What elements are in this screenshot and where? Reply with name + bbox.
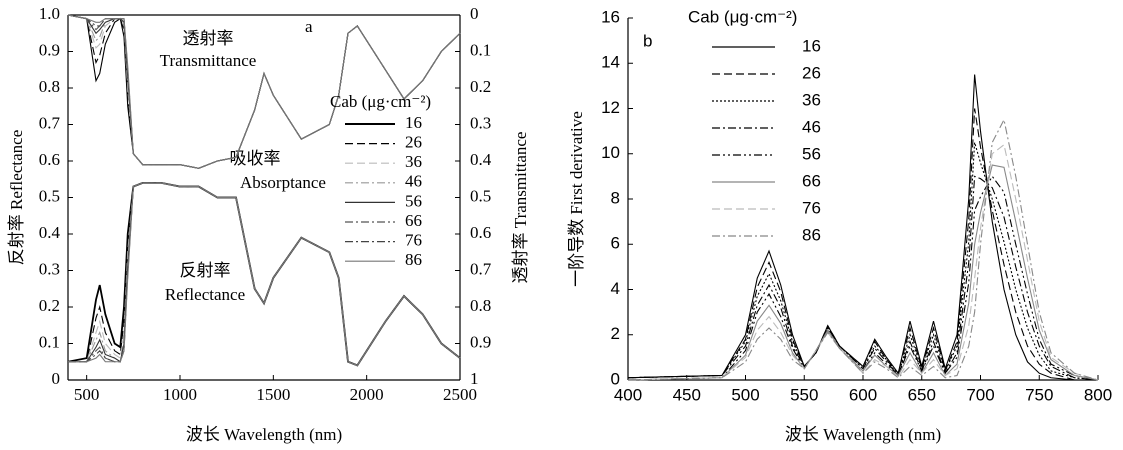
y-tick-label: 8 (611, 188, 620, 207)
y2-tick-label: 1 (470, 369, 479, 388)
x-tick-label: 700 (966, 385, 994, 404)
annotation: Transmittance (160, 51, 257, 70)
panel-label: a (305, 17, 313, 36)
y2-tick-label: 0 (470, 4, 479, 23)
y2-tick-label: 0.7 (470, 259, 492, 278)
y-tick-label: 4 (611, 279, 620, 298)
y-tick-label: 0.5 (39, 186, 60, 205)
x-tick-label: 650 (908, 385, 936, 404)
x-tick-label: 450 (673, 385, 701, 404)
x-tick-label: 800 (1084, 385, 1112, 404)
data-line (627, 175, 1099, 381)
y-tick-label: 0.6 (39, 150, 60, 169)
data-line (627, 118, 1099, 381)
y-tick-label: 0.2 (39, 296, 60, 315)
legend-label: 36 (802, 90, 821, 109)
x-tick-label: 2500 (443, 385, 477, 404)
y2-axis-label: 透射率 Transmittance (511, 132, 530, 284)
y-tick-label: 0.8 (39, 77, 60, 96)
y-tick-label: 10 (601, 143, 620, 162)
y2-tick-label: 0.6 (470, 223, 491, 242)
y-axis-label: 反射率 Reflectance (7, 130, 26, 265)
annotation: 吸收率 (230, 149, 281, 168)
legend-label: 26 (802, 63, 821, 82)
legend-label: 46 (405, 172, 422, 191)
y-tick-label: 1.0 (39, 4, 60, 23)
x-tick-label: 500 (731, 385, 759, 404)
data-line (68, 182, 461, 367)
y-tick-label: 12 (601, 98, 620, 117)
y2-tick-label: 0.4 (470, 150, 492, 169)
y-tick-label: 0.3 (39, 259, 60, 278)
annotation: Absorptance (240, 173, 326, 192)
y2-tick-label: 0.5 (470, 186, 491, 205)
data-line (627, 142, 1099, 381)
y2-tick-label: 0.8 (470, 296, 491, 315)
legend-label: 46 (802, 117, 821, 136)
y2-tick-label: 0.1 (470, 40, 491, 59)
data-line (627, 164, 1099, 381)
y-axis-label: 一阶导数 First derivative (567, 111, 586, 287)
legend-label: 56 (405, 191, 422, 210)
legend-label: 16 (802, 36, 821, 55)
y-tick-label: 0.1 (39, 332, 60, 351)
legend-label: 56 (802, 144, 821, 163)
x-axis-label: 波长 Wavelength (nm) (186, 425, 342, 444)
y2-tick-label: 0.9 (470, 332, 491, 351)
legend-label: 86 (802, 225, 821, 244)
x-tick-label: 600 (849, 385, 877, 404)
legend-label: 76 (802, 198, 821, 217)
legend-label: 66 (405, 211, 422, 230)
y-tick-label: 2 (611, 324, 620, 343)
x-tick-label: 2000 (350, 385, 384, 404)
y-tick-label: 16 (601, 7, 620, 26)
data-line (627, 175, 1099, 381)
x-tick-label: 1500 (256, 385, 290, 404)
x-tick-label: 400 (614, 385, 642, 404)
y-tick-label: 0.4 (39, 223, 61, 242)
panel-label: b (643, 31, 652, 50)
legend-label: 16 (405, 113, 422, 132)
data-line (627, 74, 1098, 381)
x-tick-label: 750 (1025, 385, 1053, 404)
annotation: 反射率 (180, 261, 231, 280)
y-tick-label: 6 (611, 234, 620, 253)
y2-tick-label: 0.2 (470, 77, 491, 96)
y-tick-label: 0.7 (39, 113, 61, 132)
data-line (67, 14, 461, 169)
y-tick-label: 0 (52, 369, 61, 388)
x-axis-label: 波长 Wavelength (nm) (785, 425, 941, 444)
legend-title: Cab (μg·cm⁻²) (330, 92, 431, 111)
legend-label: 26 (405, 133, 422, 152)
x-tick-label: 1000 (163, 385, 197, 404)
y2-tick-label: 0.3 (470, 113, 491, 132)
legend-label: 66 (802, 171, 821, 190)
data-line (68, 182, 461, 367)
y-tick-label: 14 (601, 53, 620, 72)
y-tick-label: 0 (611, 369, 620, 388)
legend-label: 36 (405, 152, 422, 171)
data-line (627, 143, 1099, 381)
legend-label: 76 (405, 231, 422, 250)
x-tick-label: 500 (74, 385, 100, 404)
annotation: Reflectance (165, 285, 245, 304)
x-tick-label: 550 (790, 385, 818, 404)
legend-label: 86 (405, 250, 422, 269)
y-tick-label: 0.9 (39, 40, 60, 59)
legend-title: Cab (μg·cm⁻²) (688, 7, 797, 26)
data-line (627, 108, 1098, 381)
annotation: 透射率 (183, 29, 234, 48)
